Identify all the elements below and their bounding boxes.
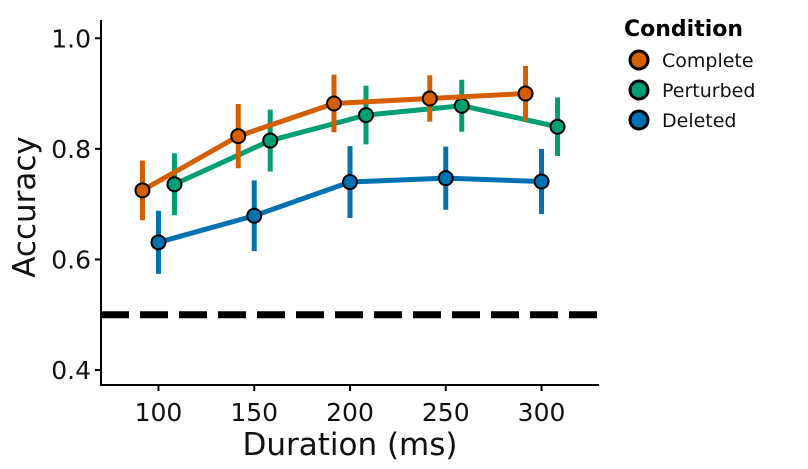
- data-point: [326, 95, 342, 112]
- x-ticks: 100 150 200 250 300: [135, 385, 566, 427]
- legend-label: Deleted: [662, 110, 737, 132]
- y-axis-title: Accuracy: [7, 136, 43, 278]
- x-tick-label: 100: [135, 398, 183, 427]
- data-point: [549, 118, 566, 135]
- data-point: [134, 182, 151, 199]
- data-point: [517, 85, 534, 102]
- series-deleted: [150, 146, 550, 274]
- legend-title: Condition: [624, 17, 743, 42]
- y-tick-label: 1.0: [51, 24, 91, 53]
- legend: Condition Complete Perturbed Deleted: [624, 17, 755, 132]
- data-point: [150, 234, 167, 251]
- data-point: [166, 176, 183, 193]
- data-point: [230, 128, 247, 145]
- data-point: [342, 174, 358, 191]
- x-tick-label: 200: [326, 398, 374, 427]
- data-point: [246, 207, 263, 224]
- data-point: [358, 107, 374, 124]
- legend-item-complete: Complete: [628, 49, 754, 72]
- data-point: [262, 132, 279, 149]
- legend-label: Complete: [662, 50, 754, 72]
- data-point: [453, 97, 470, 114]
- series-layer: [134, 65, 566, 274]
- x-tick-label: 300: [518, 398, 566, 427]
- x-tick-label: 250: [422, 398, 470, 427]
- legend-marker: [628, 79, 650, 101]
- data-point: [437, 170, 454, 187]
- series-complete: [134, 65, 534, 221]
- data-point: [421, 90, 438, 107]
- legend-item-perturbed: Perturbed: [628, 79, 755, 102]
- legend-label: Perturbed: [662, 80, 755, 102]
- series-perturbed: [166, 79, 566, 216]
- y-ticks: 0.4 0.6 0.8 1.0: [51, 24, 101, 385]
- y-tick-label: 0.8: [51, 135, 91, 164]
- y-tick-label: 0.4: [51, 356, 91, 385]
- y-tick-label: 0.6: [51, 245, 91, 274]
- legend-marker: [628, 49, 650, 71]
- data-point: [533, 173, 550, 190]
- x-tick-label: 150: [230, 398, 278, 427]
- legend-items: Complete Perturbed Deleted: [628, 49, 755, 132]
- x-axis-title: Duration (ms): [242, 427, 457, 463]
- legend-item-deleted: Deleted: [628, 109, 737, 132]
- legend-marker: [628, 109, 650, 131]
